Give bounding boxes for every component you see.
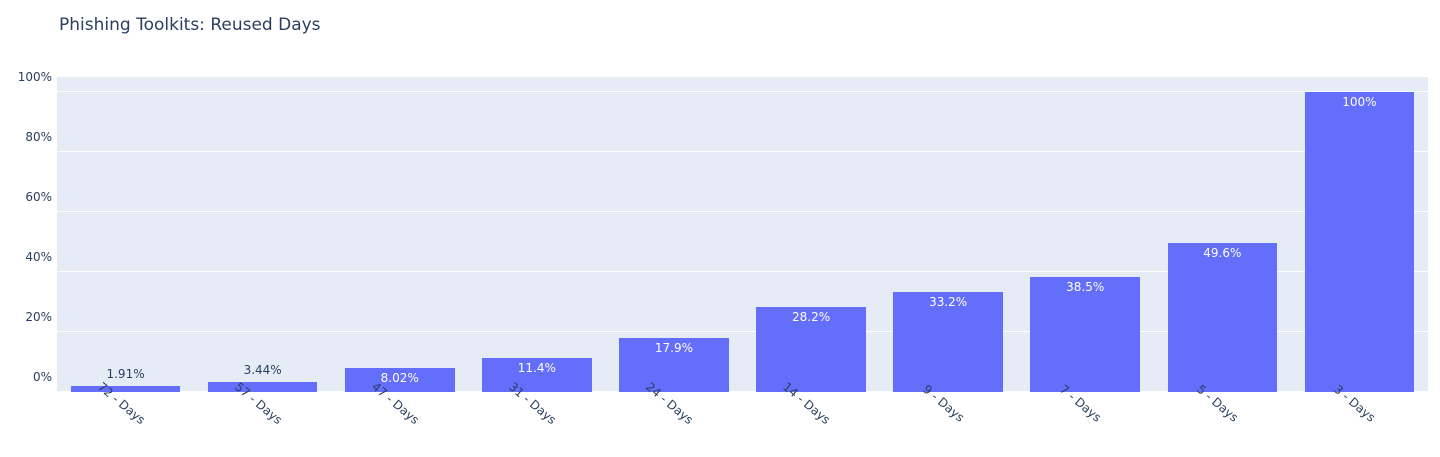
y-tick-label: 60%	[25, 190, 52, 204]
bar-value-label: 38.5%	[1066, 279, 1105, 294]
y-tick-label: 20%	[25, 310, 52, 324]
bar-slot: 38.5%	[1017, 92, 1154, 392]
y-tick-label: 0%	[32, 370, 52, 384]
bar-57 - Days[interactable]	[207, 381, 318, 392]
bar-3 - Days[interactable]	[1304, 92, 1415, 392]
gridline-20	[57, 331, 1428, 332]
gridline-0	[57, 391, 1428, 392]
bar-31 - Days[interactable]	[482, 357, 592, 392]
bar-7 - Days[interactable]	[1030, 276, 1141, 392]
bar-value-label: 28.2%	[791, 310, 831, 325]
bar-24 - Days[interactable]	[619, 338, 729, 392]
bar-slot: 11.4%	[468, 92, 605, 392]
bar-value-label: 1.91%	[106, 367, 145, 382]
bars-layer: 1.91% 3.44% 8.02% 11.4% 17.9% 28.2% 33.2% 38.5%…	[57, 92, 1428, 392]
bar-value-label: 33.2%	[929, 295, 968, 310]
bar-value-label: 49.6%	[1203, 246, 1242, 261]
bar-slot: 8.02%	[331, 92, 468, 392]
plot-area[interactable]: 1.91% 3.44% 8.02% 11.4% 17.9% 28.2% 33.2% 38.5%…	[57, 77, 1428, 392]
gridline-80	[57, 151, 1428, 152]
y-tick-label: 100%	[17, 70, 52, 84]
bar-value-label: 11.4%	[517, 360, 556, 375]
gridline-40	[57, 271, 1428, 272]
bar-slot: 17.9%	[605, 92, 742, 392]
bar-slot: 49.6%	[1154, 92, 1291, 392]
gridline-60	[57, 211, 1428, 212]
bar-9 - Days[interactable]	[893, 292, 1003, 392]
bar-5 - Days[interactable]	[1167, 243, 1278, 392]
bar-value-label: 8.02%	[380, 370, 419, 385]
y-axis: 0% 20% 40% 60% 80% 100%	[0, 71, 52, 392]
bar-slot: 1.91%	[57, 92, 194, 392]
x-axis: 72 - Days 57 - Days 47 - Days 31 - Days 24 -…	[57, 380, 1428, 457]
bar-slot: 3.44%	[194, 92, 331, 392]
bar-value-label: 100%	[1342, 95, 1377, 109]
gridline-100	[57, 91, 1428, 92]
y-tick-label: 40%	[25, 250, 52, 264]
chart-title: Phishing Toolkits: Reused Days	[59, 15, 321, 35]
bar-value-label: 17.9%	[654, 341, 693, 356]
bar-slot: 28.2%	[743, 92, 880, 392]
gridlines-layer	[57, 91, 1428, 392]
bar-14 - Days[interactable]	[756, 307, 866, 392]
bar-slot: 33.2%	[880, 92, 1017, 392]
bar-72 - Days[interactable]	[70, 386, 181, 392]
y-tick-label: 80%	[25, 130, 52, 144]
bar-slot: 100%	[1291, 92, 1428, 392]
bar-47 - Days[interactable]	[344, 367, 455, 392]
bar-value-label: 3.44%	[243, 362, 282, 377]
